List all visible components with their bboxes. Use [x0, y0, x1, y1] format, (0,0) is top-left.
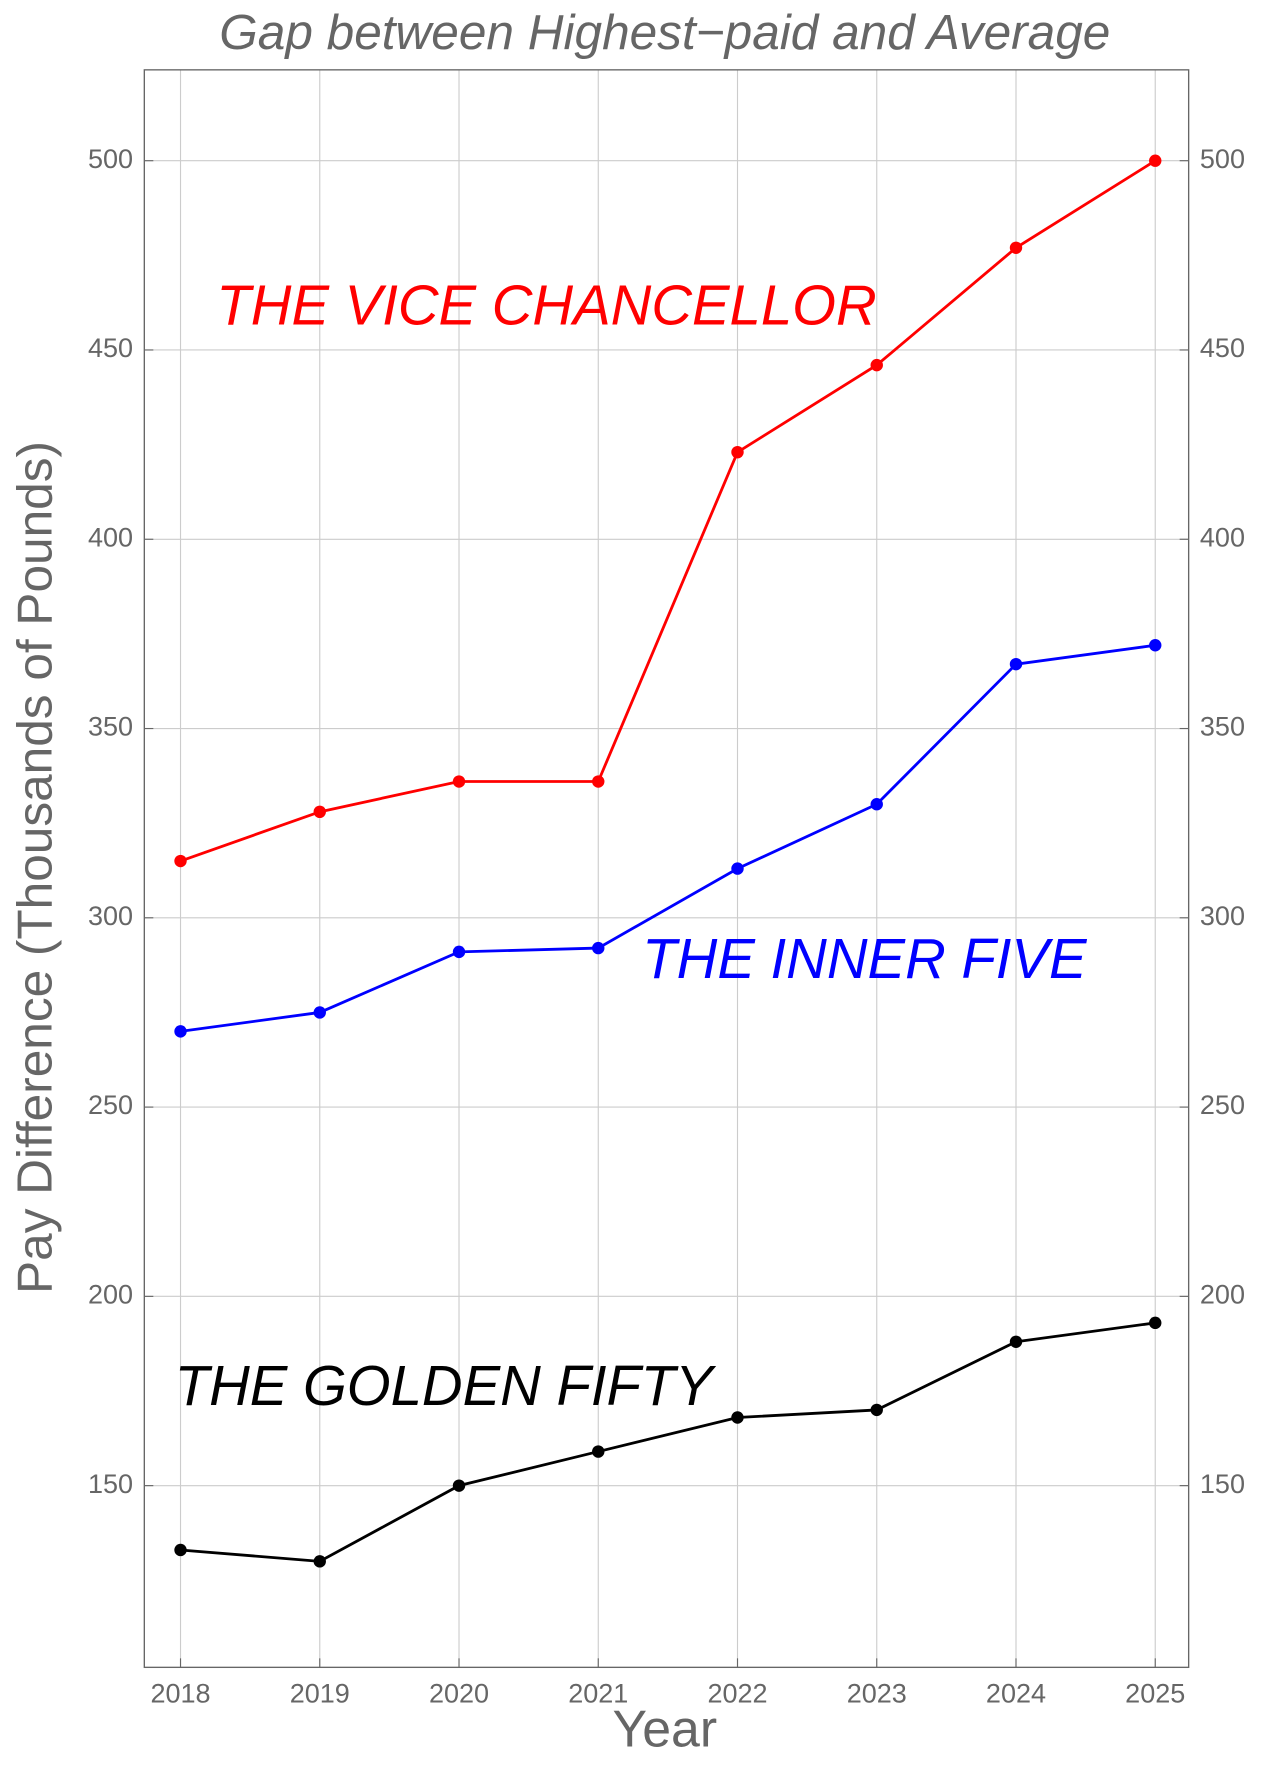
x-tick-label: 2025: [1125, 1679, 1185, 1709]
y2-tick-label: 300: [1200, 901, 1245, 931]
plot-frame: [143, 69, 1190, 1669]
series-label: THE VICE CHANCELLOR: [216, 274, 876, 337]
x-tick-label: 2022: [707, 1679, 767, 1709]
data-point: [1149, 639, 1162, 652]
x-axis-label: Year: [612, 1699, 717, 1757]
y-tick-label: 500: [88, 144, 133, 174]
x-tick-label: 2023: [847, 1679, 907, 1709]
data-point: [1009, 1335, 1023, 1348]
y2-tick-label: 150: [1200, 1469, 1245, 1499]
y-tick-label: 400: [88, 522, 133, 552]
y-tick-label: 450: [88, 333, 133, 363]
data-point: [731, 1411, 744, 1424]
data-point: [1009, 241, 1023, 254]
data-point: [870, 1403, 883, 1417]
data-point: [174, 854, 187, 868]
data-point: [870, 358, 883, 372]
series-line: [180, 1321, 1156, 1563]
y-tick-label: 250: [88, 1090, 133, 1120]
data-point: [731, 862, 744, 875]
data-point: [313, 1006, 326, 1019]
y-tick-label: 200: [88, 1280, 133, 1310]
data-point: [1149, 1316, 1162, 1330]
data-point: [592, 775, 605, 788]
chart-title: Gap between Highest−paid and Average: [219, 4, 1110, 60]
data-point: [870, 798, 883, 811]
y2-tick-label: 200: [1200, 1280, 1245, 1310]
y-tick-label: 150: [88, 1469, 133, 1499]
x-tick-label: 2019: [290, 1679, 350, 1709]
data-point: [731, 445, 744, 459]
y-axis-label: Pay Difference (Thousands of Pounds): [7, 441, 63, 1294]
y2-tick-label: 500: [1200, 144, 1245, 174]
data-point: [1149, 154, 1162, 167]
series-line: [180, 159, 1156, 863]
data-point: [592, 1445, 605, 1458]
data-point: [1009, 657, 1023, 671]
y2-tick-label: 450: [1200, 333, 1245, 363]
x-tick-label: 2024: [986, 1679, 1046, 1709]
x-tick-label: 2021: [568, 1679, 628, 1709]
series-label: THE INNER FIVE: [642, 927, 1088, 990]
data-point: [592, 941, 605, 955]
data-point: [313, 1555, 326, 1568]
data-point: [452, 945, 466, 959]
series-line: [180, 643, 1156, 1033]
x-tick-label: 2018: [150, 1679, 210, 1709]
y2-tick-label: 250: [1200, 1090, 1245, 1120]
y-tick-label: 350: [88, 712, 133, 742]
data-point: [452, 775, 466, 788]
y-tick-label: 300: [88, 901, 133, 931]
data-point: [174, 1025, 187, 1038]
series-label: THE GOLDEN FIFTY: [175, 1354, 717, 1417]
data-point: [313, 805, 326, 819]
y2-tick-label: 400: [1200, 522, 1245, 552]
y2-tick-label: 350: [1200, 712, 1245, 742]
x-tick-label: 2020: [429, 1679, 489, 1709]
data-point: [174, 1543, 187, 1557]
data-point: [452, 1479, 466, 1492]
